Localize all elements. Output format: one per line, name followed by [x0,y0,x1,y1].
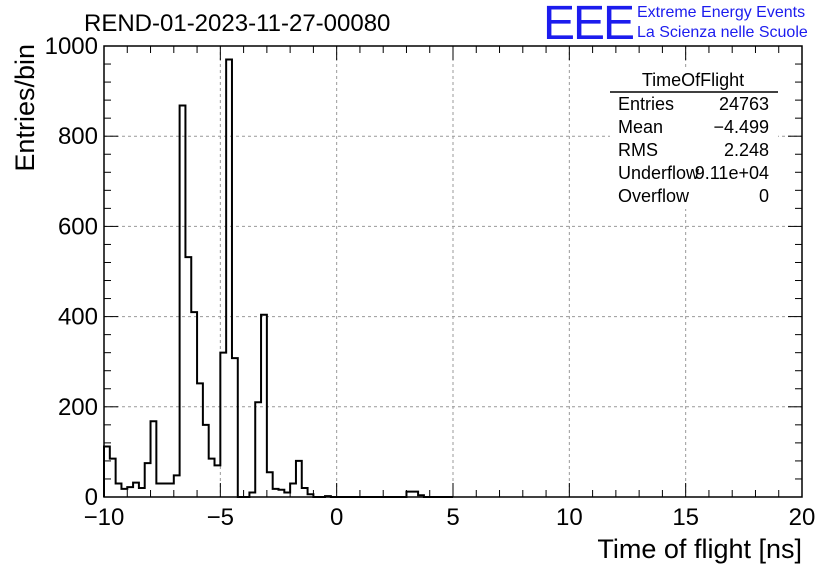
y-tick-label: 800 [58,123,98,150]
y-tick-label: 0 [85,484,98,511]
eee-logo-mark: EEE [543,0,635,50]
x-tick-label: 20 [789,504,816,531]
x-axis-title: Time of flight [ns] [597,534,802,564]
histogram-bin [168,483,174,497]
stats-row-value: 24763 [719,94,769,114]
stats-row-label: Overflow [618,186,690,206]
y-tick-label: 200 [58,394,98,421]
x-tick-label: 5 [446,504,459,531]
histogram-bin [215,465,221,497]
stats-row-label: Underflow [618,163,700,183]
y-tick-label: 600 [58,213,98,240]
eee-logo-text: Extreme Energy Events La Scienza nelle S… [637,3,808,43]
y-axis-title: Entries/bin [10,44,40,172]
y-tick-label: 1000 [45,33,98,60]
stats-row-label: Entries [618,94,674,114]
logo-line-2: La Scienza nelle Scuole [637,24,808,41]
x-tick-label: −10 [84,504,125,531]
stats-row-value: 2.248 [724,140,769,160]
stats-box-title: TimeOfFlight [642,70,744,90]
stats-row-value: −4.499 [713,117,769,137]
stats-box: TimeOfFlight Entries 24763 Mean −4.499 RMS 2.2… [610,69,778,209]
x-tick-label: 0 [330,504,343,531]
histogram-bin [139,488,145,497]
run-title: REND-01-2023-11-27-00080 [84,10,391,37]
x-tick-label: 10 [556,504,583,531]
stats-row-label: Mean [618,117,663,137]
stats-row-value: 0 [759,186,769,206]
histogram-bin [121,489,127,497]
y-tick-label: 400 [58,304,98,331]
stats-row-value: 9.11e+04 [695,163,769,183]
x-tick-label: −5 [207,504,234,531]
logo-line-1: Extreme Energy Events [637,4,806,21]
histogram-bin [156,483,162,497]
histogram-outline [103,58,453,498]
x-tick-label: 15 [672,504,699,531]
histogram-bin [162,483,168,497]
stats-row-label: RMS [618,140,658,160]
